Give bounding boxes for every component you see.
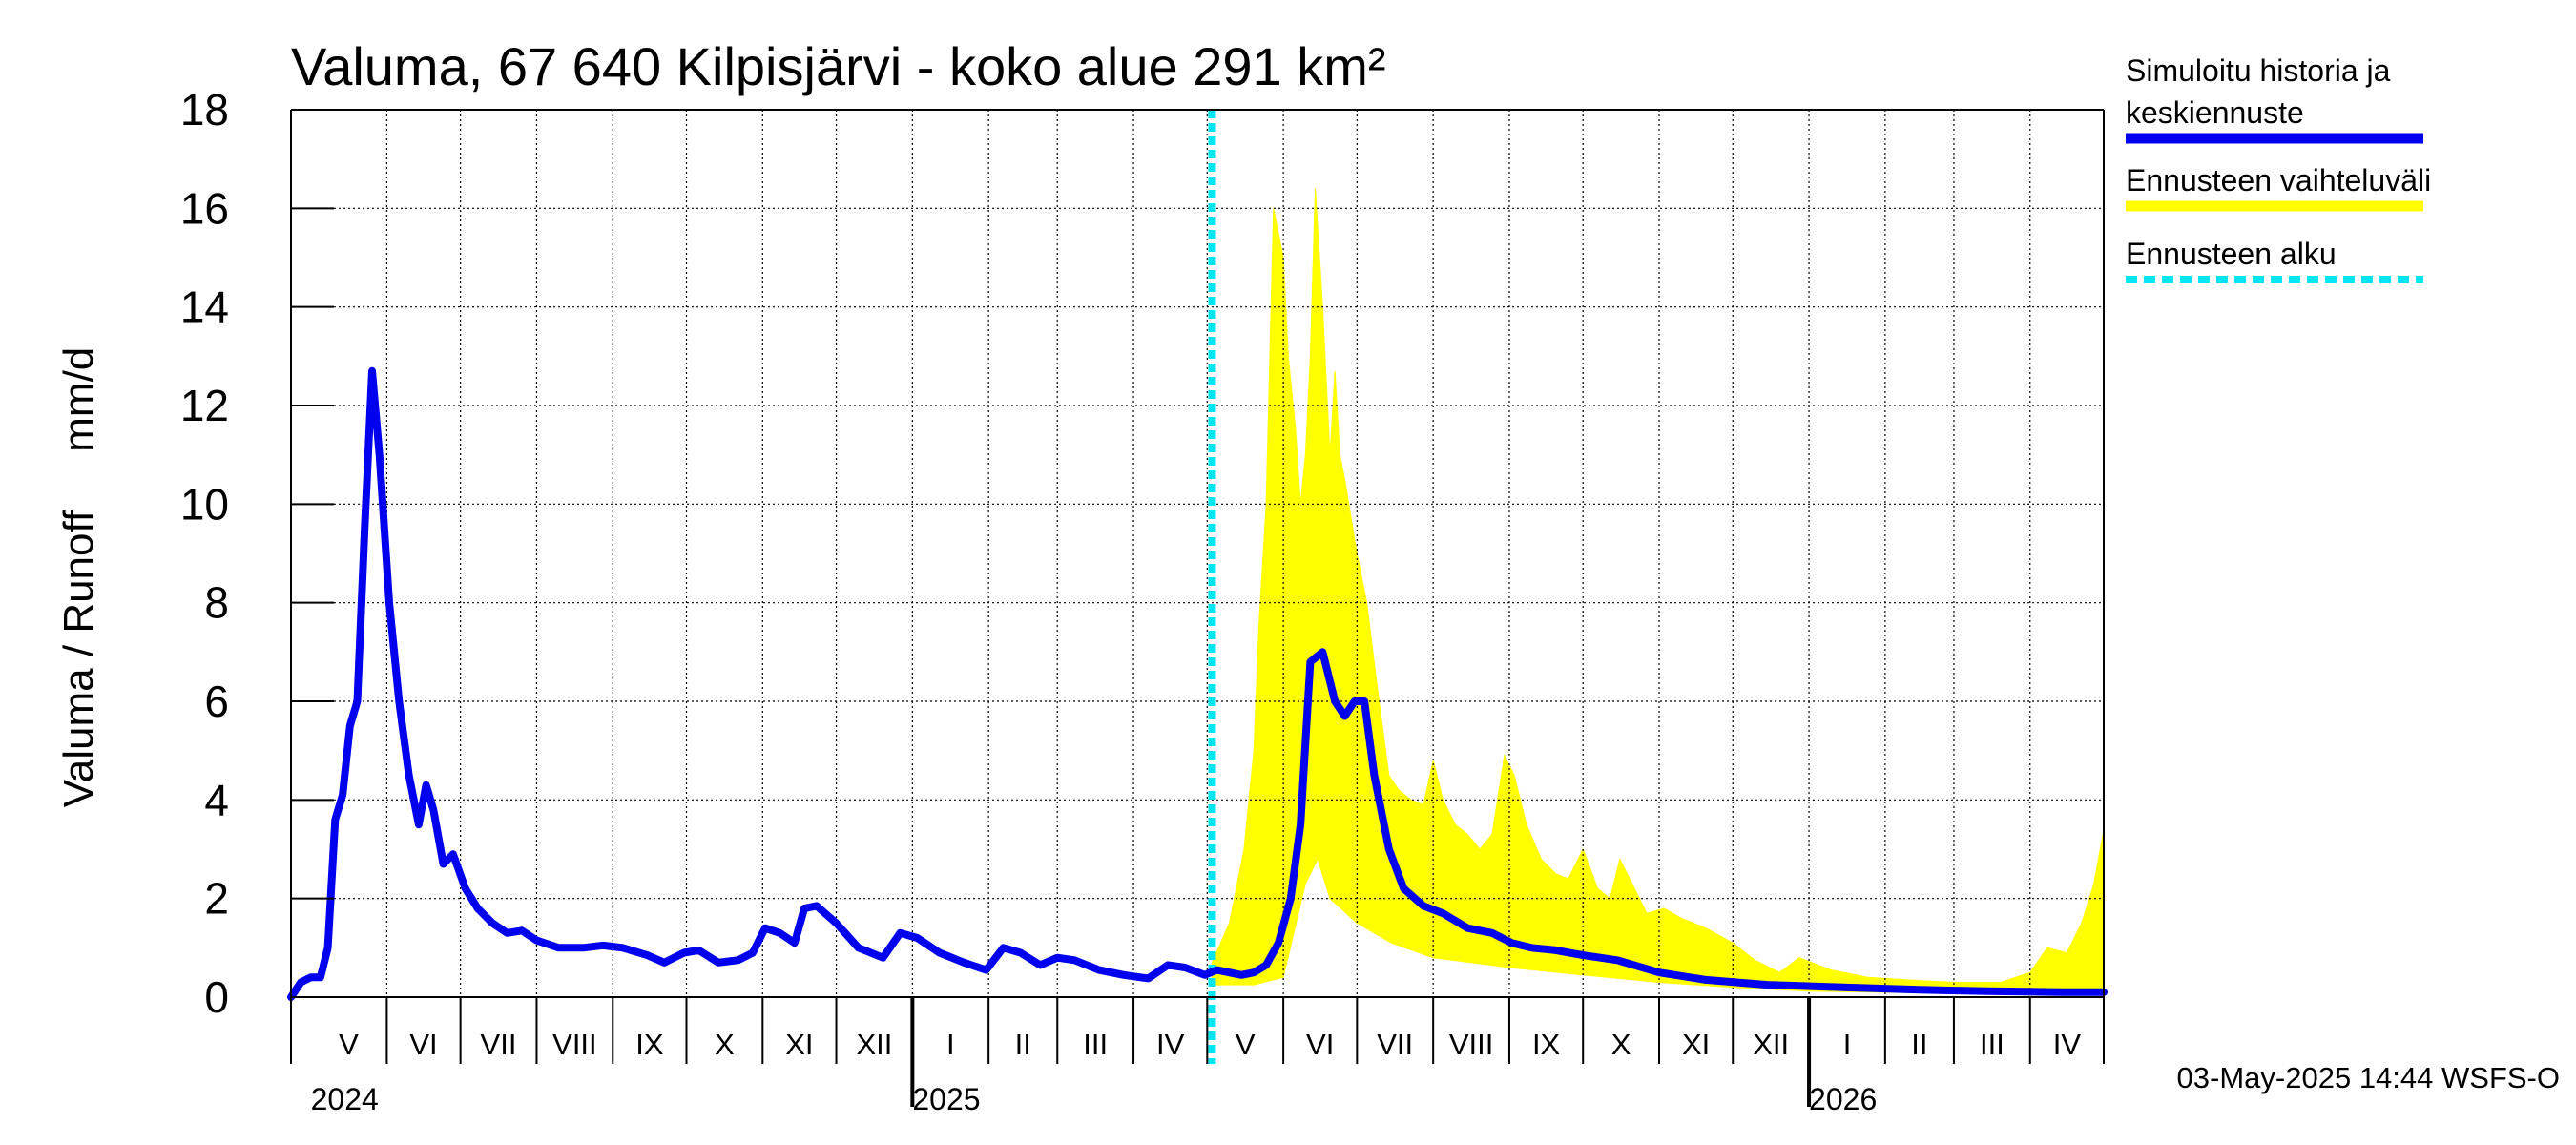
month-label: XI: [1682, 1028, 1710, 1061]
month-label: VIII: [552, 1028, 597, 1061]
month-label: X: [715, 1028, 735, 1061]
month-label: IX: [1532, 1028, 1561, 1061]
month-label: IV: [1156, 1028, 1185, 1061]
forecast-range-area: [1211, 188, 2105, 995]
month-label: XII: [1753, 1028, 1789, 1061]
year-label: 2025: [912, 1082, 980, 1116]
y-tick-label: 10: [180, 479, 229, 529]
legend-label: Simuloitu historia ja: [2126, 53, 2391, 88]
y-axis-labels: 0 2 4 6 8 10 12 14 16 18: [180, 85, 334, 1022]
chart-title: Valuma, 67 640 Kilpisjärvi - koko alue 2…: [291, 36, 1386, 96]
month-label: VI: [1306, 1028, 1334, 1061]
y-tick-label: 6: [204, 677, 229, 726]
chart-grid: [291, 110, 2104, 997]
month-label: III: [1083, 1028, 1108, 1061]
y-tick-label: 12: [180, 381, 229, 430]
timestamp-footer: 03-May-2025 14:44 WSFS-O: [2177, 1061, 2560, 1094]
chart-axes: [290, 109, 2105, 1064]
year-label: 2024: [311, 1082, 379, 1116]
month-label: XI: [785, 1028, 813, 1061]
series-group: [287, 366, 2108, 1001]
y-tick-label: 2: [204, 874, 229, 924]
forecast-range-band: [1211, 188, 2105, 995]
legend-label: Ennusteen alku: [2126, 237, 2337, 271]
y-tick-label: 8: [204, 578, 229, 628]
year-label: 2026: [1809, 1082, 1877, 1116]
y-tick-label: 4: [204, 775, 229, 824]
legend: Simuloitu historia ja keskiennuste Ennuste…: [2126, 53, 2431, 283]
legend-label: keskiennuste: [2126, 95, 2304, 130]
month-label: V: [339, 1028, 359, 1061]
month-label: VI: [409, 1028, 437, 1061]
month-label: IV: [2053, 1028, 2082, 1061]
month-label: III: [1980, 1028, 2005, 1061]
month-label: I: [1843, 1028, 1852, 1061]
month-label: I: [946, 1028, 955, 1061]
y-axis-title: Valuma / Runoff mm/d: [55, 347, 102, 808]
y-tick-label: 0: [204, 972, 229, 1022]
y-tick-label: 14: [180, 282, 229, 332]
legend-label: Ennusteen vaihteluväli: [2126, 163, 2431, 198]
series-line: [287, 366, 2108, 1001]
x-axis-labels: V VI VII VIII IX X XI XII I II III IV V VI VII VIII IX X X…: [311, 997, 2082, 1116]
y-tick-label: 16: [180, 183, 229, 233]
month-label: XII: [856, 1028, 892, 1061]
month-label: X: [1611, 1028, 1631, 1061]
month-label: II: [1015, 1028, 1031, 1061]
month-label: VIII: [1449, 1028, 1494, 1061]
month-label: V: [1236, 1028, 1256, 1061]
month-label: VII: [1377, 1028, 1413, 1061]
month-label: II: [1911, 1028, 1927, 1061]
month-label: IX: [635, 1028, 664, 1061]
y-tick-label: 18: [180, 85, 229, 135]
month-label: VII: [481, 1028, 517, 1061]
